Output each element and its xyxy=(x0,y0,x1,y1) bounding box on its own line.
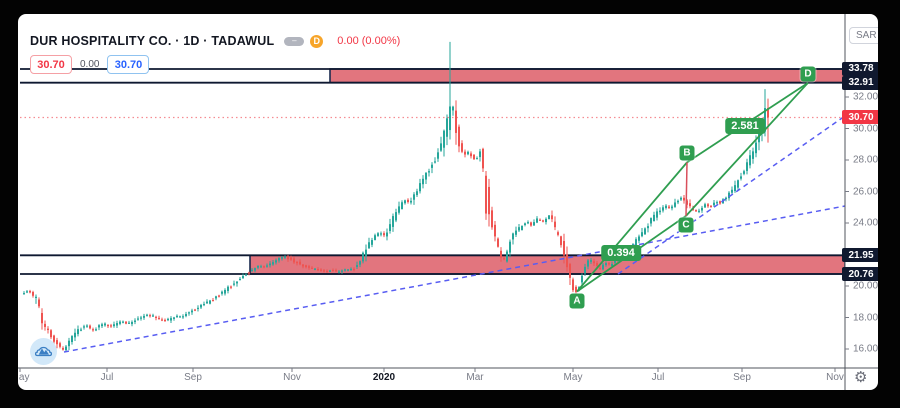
fib-ratio-label: 0.394 xyxy=(601,245,641,261)
pattern-point-c[interactable]: C xyxy=(678,217,694,233)
price-tick-label: 24.00 xyxy=(853,217,878,229)
cloud-mountain-logo-icon xyxy=(34,346,53,357)
price-tick-label: 20.00 xyxy=(853,280,878,292)
time-axis-label: Jul xyxy=(100,372,114,383)
time-axis-label: May xyxy=(18,372,30,383)
indicator-toggle-pill[interactable]: – xyxy=(284,36,305,46)
fib-ratio-label: 2.581 xyxy=(725,118,765,134)
gear-icon: ⚙ xyxy=(854,369,868,386)
pattern-point-b[interactable]: B xyxy=(679,145,695,161)
sell-price-button[interactable]: 30.70 xyxy=(30,55,72,74)
time-axis-label: May xyxy=(563,372,583,383)
change-text: 0.00 (0.00%) xyxy=(337,35,401,47)
pattern-point-d[interactable]: D xyxy=(800,66,816,82)
price-level-label: 32.91 xyxy=(842,75,878,90)
chart-header: DUR HOSPITALITY CO. · 1D · TADAWUL – D 0… xyxy=(30,34,400,48)
settings-gear-button[interactable]: ⚙ xyxy=(854,370,867,385)
interval-badge[interactable]: D xyxy=(310,34,324,48)
price-tick-label: 30.00 xyxy=(853,123,878,134)
price-tick-label: 18.00 xyxy=(853,312,878,323)
price-level-label: 20.76 xyxy=(842,267,878,282)
price-level-label: 30.70 xyxy=(842,110,878,125)
price-level-label: 33.78 xyxy=(842,61,878,76)
chart-panel: DUR HOSPITALITY CO. · 1D · TADAWUL – D 0… xyxy=(18,14,878,390)
time-axis-label: Sep xyxy=(733,372,751,383)
price-tick-label: 32.00 xyxy=(853,91,878,103)
price-level-label: 21.95 xyxy=(842,248,878,263)
spread-value: 0.00 xyxy=(80,59,100,70)
time-axis-label: Jul xyxy=(651,372,665,383)
symbol-title: DUR HOSPITALITY CO. · 1D · TADAWUL xyxy=(30,34,275,48)
price-tick-label: 26.00 xyxy=(853,186,878,197)
price-tick-label: 16.00 xyxy=(853,343,878,355)
quote-row: 30.70 0.00 30.70 xyxy=(30,55,150,74)
time-axis-label: 2020 xyxy=(372,372,396,383)
time-axis-label: Nov xyxy=(826,372,844,383)
pattern-point-a[interactable]: A xyxy=(569,293,585,308)
time-axis-label: Sep xyxy=(184,372,202,383)
time-axis-label: Mar xyxy=(466,372,484,383)
time-axis-label: Nov xyxy=(283,372,301,383)
currency-badge[interactable]: SAR xyxy=(849,27,878,44)
buy-price-button[interactable]: 30.70 xyxy=(107,55,150,74)
price-tick-label: 28.00 xyxy=(853,154,878,166)
tradingview-logo[interactable] xyxy=(30,338,57,365)
